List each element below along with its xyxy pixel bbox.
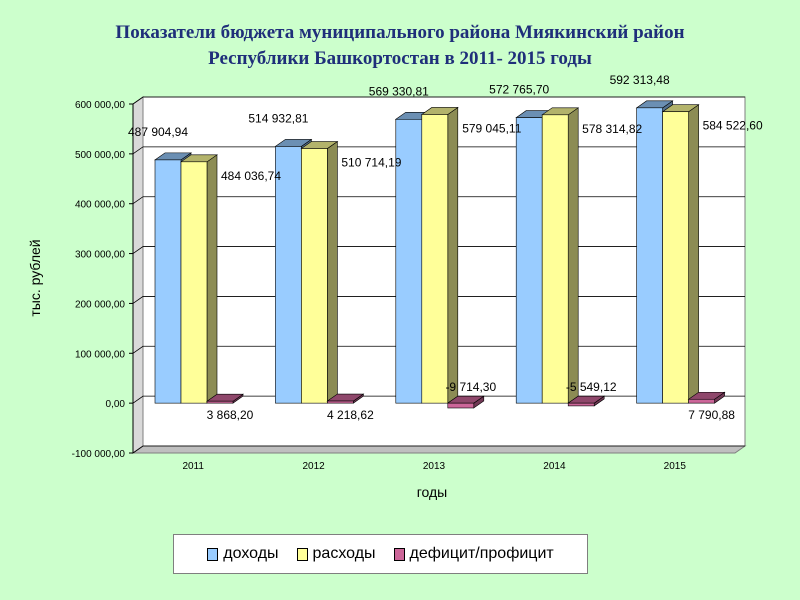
bar-rashody-2013 [420,106,459,404]
legend-label-rashody: расходы [312,545,376,562]
gridline [132,96,745,105]
y-tick-label: 600 000,00 [75,100,125,111]
x-tick-label: 2011 [182,461,204,472]
x-tick-label: 2014 [543,461,566,472]
data-label: 584 522,60 [703,119,763,133]
y-tick-label: -100 000,00 [72,449,126,460]
legend-swatch-deficit [393,547,405,561]
data-label: 514 932,81 [248,111,308,125]
bar-deficit-2014 [567,395,606,407]
data-label: 510 714,19 [341,156,401,170]
data-label: 3 868,20 [207,408,254,422]
floor [131,445,747,454]
data-label: 484 036,74 [221,169,281,183]
y-axis: -100 000,00 0,00 100 000,00 200 000,00 300 0… [72,100,134,460]
data-label: -5 549,12 [566,380,617,394]
y-tick-label: 300 000,00 [75,250,125,261]
legend-label-deficit: дефицит/профицит [409,545,554,562]
legend-swatch-rashody [296,547,308,561]
y-tick-label: 0,00 [106,399,126,410]
legend: доходы расходы дефицит/профицит [173,534,588,574]
legend-item-dohody: доходы [207,545,279,563]
data-label: 578 314,82 [582,122,642,136]
y-tick-label: 100 000,00 [75,349,125,360]
y-tick-label: 200 000,00 [75,299,125,310]
y-axis-label: тыс. рублей [27,239,43,316]
x-tick-label: 2012 [302,461,325,472]
bar-deficit-2015 [687,391,726,404]
bar-deficit-2012 [326,393,365,404]
data-label: 569 330,81 [369,84,429,98]
bar-deficit-2011 [206,393,244,404]
bar-rashody-2015 [661,104,700,404]
data-labels: 487 904,94 484 036,74 3 868,20 514 932,81 51… [128,73,763,422]
x-tick-label: 2015 [664,461,687,472]
data-label: 579 045,11 [462,121,521,135]
legend-swatch-dohody [207,547,219,561]
data-label: 487 904,94 [128,125,188,139]
legend-item-rashody: расходы [296,545,376,563]
legend-item-deficit: дефицит/профицит [393,545,554,563]
bar-deficit-2013 [446,395,485,409]
title-line-2: Республики Башкортостан в 2011- 2015 год… [208,48,592,69]
bar-rashody-2011 [180,154,218,404]
data-label: 7 790,88 [688,408,735,422]
x-axis: 2011 2012 2013 2014 2015 [182,461,686,472]
data-label: 592 313,48 [610,73,670,87]
bar-rashody-2014 [541,107,580,404]
title-line-1: Показатели бюджета муниципального района… [115,22,685,43]
data-label: -9 714,30 [445,380,496,394]
data-label: 4 218,62 [327,408,374,422]
bars [154,100,726,409]
chart-title: Показатели бюджета муниципального района… [40,20,760,72]
y-tick-label: 400 000,00 [75,200,125,211]
x-tick-label: 2013 [423,461,446,472]
legend-label-dohody: доходы [223,545,279,562]
gridline [132,445,745,454]
y-tick-label: 500 000,00 [75,150,125,161]
bar-rashody-2012 [300,140,339,404]
x-axis-label: годы [417,484,448,500]
data-label: 572 765,70 [489,83,549,97]
